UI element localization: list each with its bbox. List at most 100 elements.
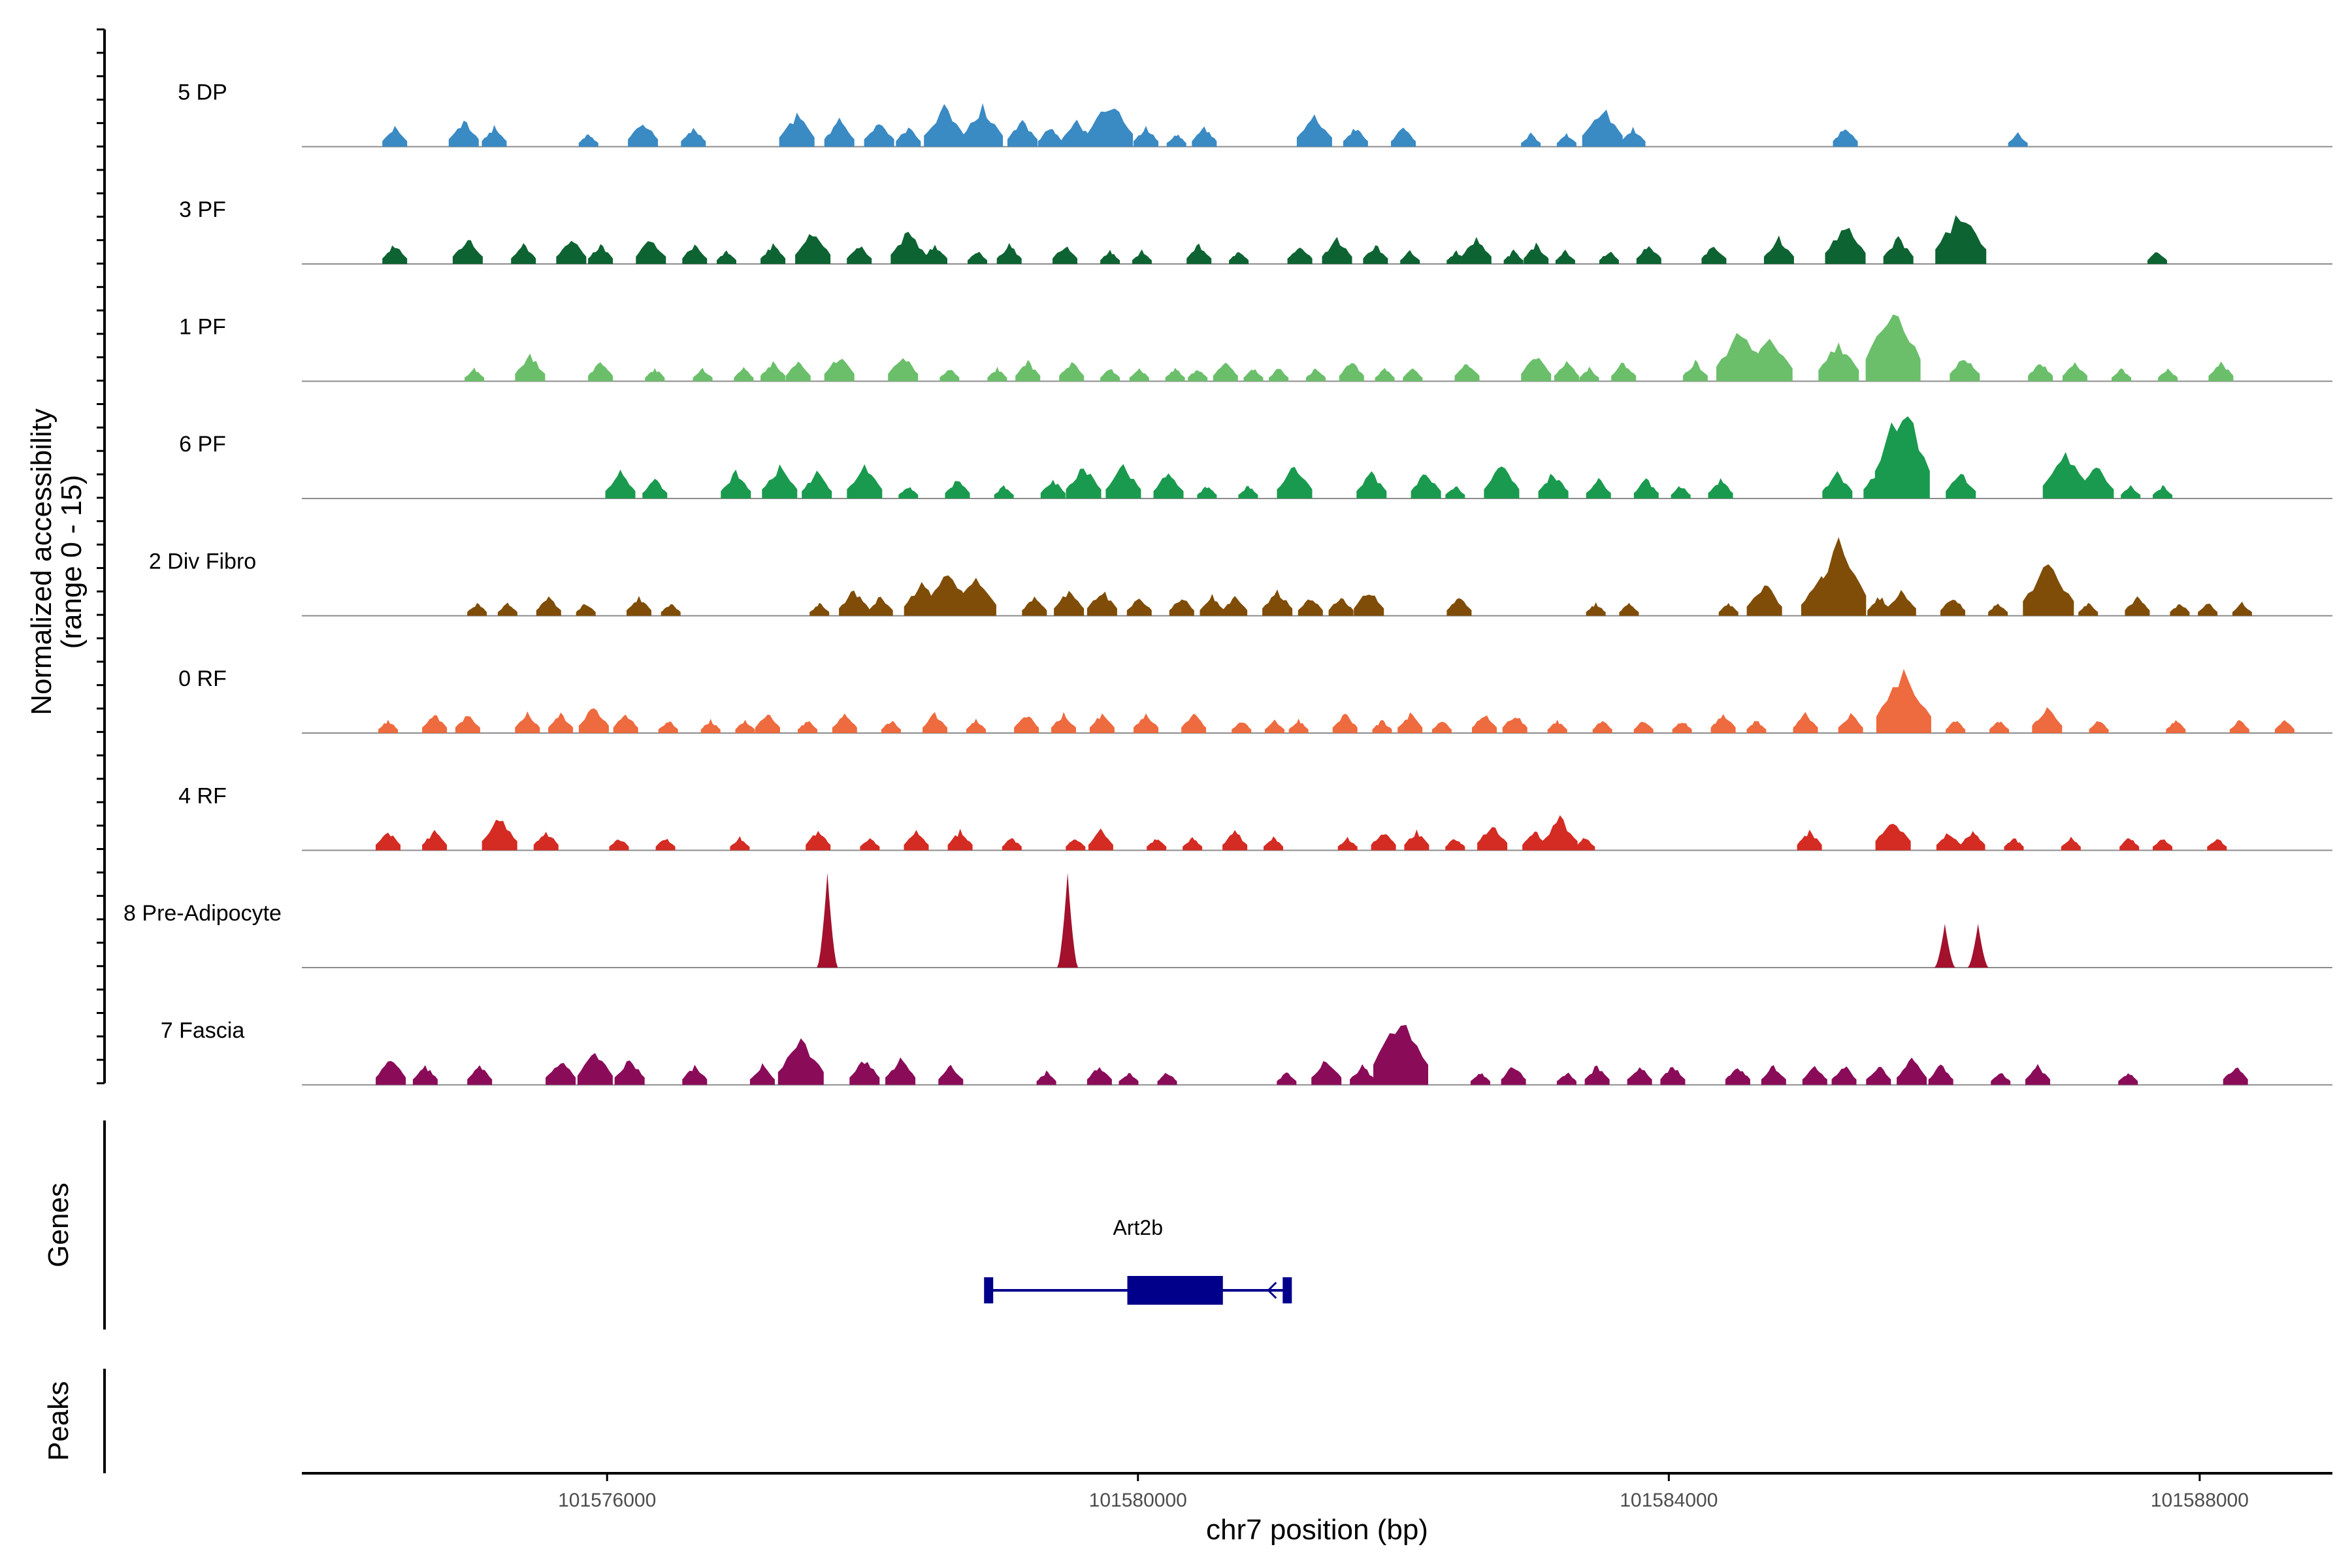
accessibility-peak	[1186, 243, 1212, 264]
accessibility-peak	[536, 596, 561, 616]
accessibility-peak	[1701, 246, 1727, 264]
accessibility-peak	[556, 240, 587, 264]
accessibility-peak	[1538, 474, 1569, 498]
accessibility-peak	[1886, 590, 1916, 616]
accessibility-peak	[588, 362, 613, 382]
accessibility-peak	[1967, 924, 1989, 968]
accessibility-peak	[1579, 367, 1599, 382]
accessibility-peak	[760, 361, 786, 382]
accessibility-peak	[1298, 599, 1323, 616]
accessibility-peak	[661, 604, 681, 616]
accessibility-peak	[1397, 712, 1423, 733]
x-axis-title: chr7 position (bp)	[1206, 1514, 1428, 1546]
accessibility-peak	[888, 358, 919, 382]
accessibility-peak	[1825, 227, 1866, 264]
accessibility-peak	[849, 1061, 880, 1085]
accessibility-peak	[779, 112, 815, 147]
accessibility-peak	[881, 721, 901, 733]
track-0-rf: 0 RF	[178, 666, 2332, 734]
accessibility-peak	[482, 819, 517, 851]
accessibility-peak	[760, 243, 786, 264]
peaks-axis-title: Peaks	[42, 1381, 74, 1461]
accessibility-peak	[1660, 1067, 1686, 1085]
accessibility-peak	[735, 719, 755, 733]
accessibility-peak	[1350, 1064, 1375, 1085]
track-3-pf: 3 PF	[179, 197, 2332, 265]
accessibility-peak	[2166, 720, 2186, 733]
accessibility-peak	[1126, 598, 1152, 616]
y-axis-title: Normalized accessibility(range 0 - 15)	[25, 408, 88, 715]
accessibility-peak	[1542, 815, 1578, 851]
accessibility-peak	[578, 708, 609, 733]
accessibility-peak	[1718, 602, 1739, 616]
accessibility-peak	[1620, 127, 1646, 147]
accessibility-peak	[1988, 603, 2008, 616]
accessibility-peak	[655, 838, 676, 851]
accessibility-peak	[1040, 480, 1066, 498]
accessibility-peak	[2078, 602, 2099, 616]
accessibility-peak	[1454, 364, 1480, 382]
accessibility-peak	[2025, 1064, 2050, 1085]
accessibility-peak	[2170, 604, 2190, 616]
accessibility-peak	[1633, 721, 1654, 733]
accessibility-peak	[681, 127, 706, 147]
accessibility-peak	[1328, 598, 1354, 616]
accessibility-peak	[1088, 828, 1113, 851]
accessibility-peak	[1337, 836, 1358, 851]
accessibility-peak	[817, 872, 838, 968]
accessibility-peak	[1400, 250, 1420, 264]
accessibility-peak	[1037, 129, 1063, 147]
accessibility-peak	[1264, 836, 1283, 851]
accessibility-peak	[868, 596, 893, 616]
accessibility-peak	[1086, 591, 1117, 616]
accessibility-peak	[2223, 1068, 2248, 1085]
accessibility-axis-minor-ticks	[97, 28, 105, 1085]
x-axis-ticks: 101576000 101580000 101584000 101588000	[558, 1473, 2249, 1511]
accessibility-peak	[1169, 599, 1194, 616]
track-1-pf: 1 PF	[179, 314, 2332, 382]
accessibility-peak	[898, 487, 919, 498]
accessibility-peak	[1928, 1064, 1953, 1085]
accessibility-peak	[2062, 362, 2087, 382]
accessibility-peak	[1332, 713, 1358, 733]
gene-name-label: Art2b	[1113, 1216, 1163, 1239]
track-label: 5 DP	[178, 80, 227, 105]
accessibility-peak	[1833, 129, 1858, 147]
accessibility-peak	[924, 104, 965, 147]
accessibility-peak	[1746, 585, 1782, 616]
accessibility-peak	[578, 134, 598, 147]
accessibility-peak	[1470, 1073, 1490, 1085]
accessibility-peak	[1746, 721, 1767, 733]
accessibility-peak	[1897, 1057, 1927, 1085]
accessibility-peak	[1262, 589, 1293, 616]
accessibility-peak	[755, 714, 780, 733]
accessibility-peak	[1672, 723, 1692, 733]
accessibility-peak	[1287, 248, 1313, 264]
accessibility-peak	[1188, 370, 1208, 382]
accessibility-peak	[860, 838, 880, 851]
accessibility-peak	[1222, 596, 1248, 616]
gene-exon	[984, 1277, 994, 1303]
accessibility-peak	[996, 242, 1022, 264]
accessibility-peak	[645, 368, 665, 382]
accessibility-peak	[1343, 129, 1368, 147]
accessibility-peak	[511, 243, 536, 264]
accessibility-peak	[1586, 478, 1611, 498]
accessibility-peak	[777, 1038, 824, 1085]
accessibility-peak	[1838, 713, 1863, 733]
accessibility-peak	[546, 1062, 576, 1085]
accessibility-peak	[1636, 246, 1661, 264]
accessibility-peak	[1014, 716, 1039, 733]
accessibility-peak	[422, 715, 448, 733]
accessibility-peak	[2121, 485, 2141, 498]
accessibility-peak	[717, 250, 736, 264]
accessibility-peak	[1671, 486, 1691, 498]
track-label: 6 PF	[179, 432, 226, 457]
x-axis-tick-label: 101588000	[2151, 1490, 2249, 1511]
accessibility-peak	[1157, 1073, 1177, 1085]
accessibility-peak	[1356, 471, 1387, 498]
accessibility-peak	[824, 359, 855, 382]
accessibility-peak	[890, 231, 926, 264]
accessibility-peak	[1521, 357, 1552, 382]
accessibility-peak	[1991, 1073, 2011, 1085]
